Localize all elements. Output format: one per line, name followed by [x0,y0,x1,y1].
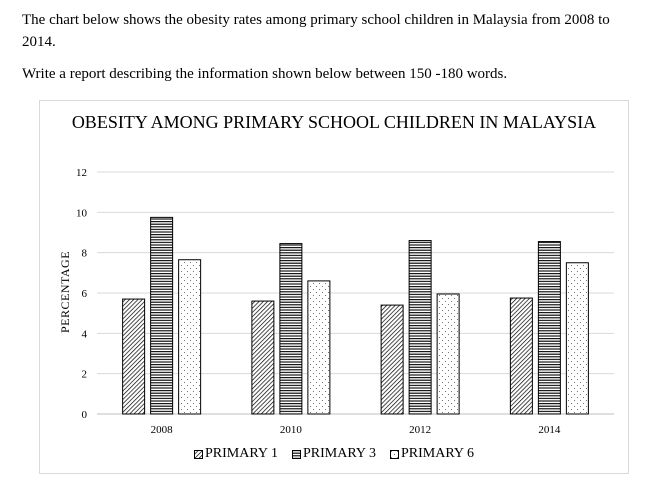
bar-primary-6-2010 [307,280,331,415]
gridlines [97,171,614,415]
legend: PRIMARY 1 PRIMARY 3 PRIMARY 6 [39,446,629,462]
y-tick-label: 10 [76,207,88,219]
x-tick-label: 2014 [538,424,561,436]
x-tick-label: 2012 [409,424,431,436]
task-prompt: The chart below shows the obesity rates … [22,12,610,50]
chart-frame [39,100,629,474]
y-tick-label: 4 [82,328,88,340]
y-tick-labels: 0 2 4 6 8 10 12 [76,167,88,421]
chart-title: OBESITY AMONG PRIMARY SCHOOL CHILDREN IN… [71,112,597,132]
y-tick-label: 6 [82,288,88,300]
y-tick-label: 2 [82,369,88,381]
bar-primary-3-2012 [408,240,432,415]
y-tick-label: 8 [82,248,88,260]
bar-primary-1-2008 [122,298,146,415]
bar-primary-3-2014 [537,241,561,415]
bar-primary-6-2008 [178,259,202,415]
legend-item-primary-3: PRIMARY 3 [291,446,376,462]
legend-label-primary-1: PRIMARY 1 [204,446,278,461]
y-tick-label: 0 [82,409,88,421]
bar-primary-1-2012 [380,304,404,415]
legend-item-primary-1: PRIMARY 1 [193,446,278,462]
legend-label-primary-6: PRIMARY 6 [401,446,475,461]
legend-swatch-primary-6 [390,449,399,459]
x-tick-labels: 2008 2010 2012 2014 [151,424,561,436]
task-instruction: Write a report describing the informatio… [22,66,508,82]
legend-swatch-primary-1 [193,449,203,459]
legend-swatch-primary-3 [291,449,301,459]
bar-primary-1-2010 [251,300,275,415]
x-tick-label: 2008 [151,424,174,436]
y-tick-label: 12 [76,167,87,179]
x-tick-label: 2010 [280,424,303,436]
legend-label-primary-3: PRIMARY 3 [302,446,376,461]
bars [122,216,589,415]
bar-primary-1-2014 [509,297,533,415]
bar-primary-6-2012 [436,293,460,415]
bar-primary-6-2014 [565,262,589,415]
legend-item-primary-6: PRIMARY 6 [390,446,474,462]
y-axis-label: PERCENTAGE [58,251,72,333]
bar-primary-3-2010 [279,243,303,415]
bar-primary-3-2008 [150,216,174,415]
